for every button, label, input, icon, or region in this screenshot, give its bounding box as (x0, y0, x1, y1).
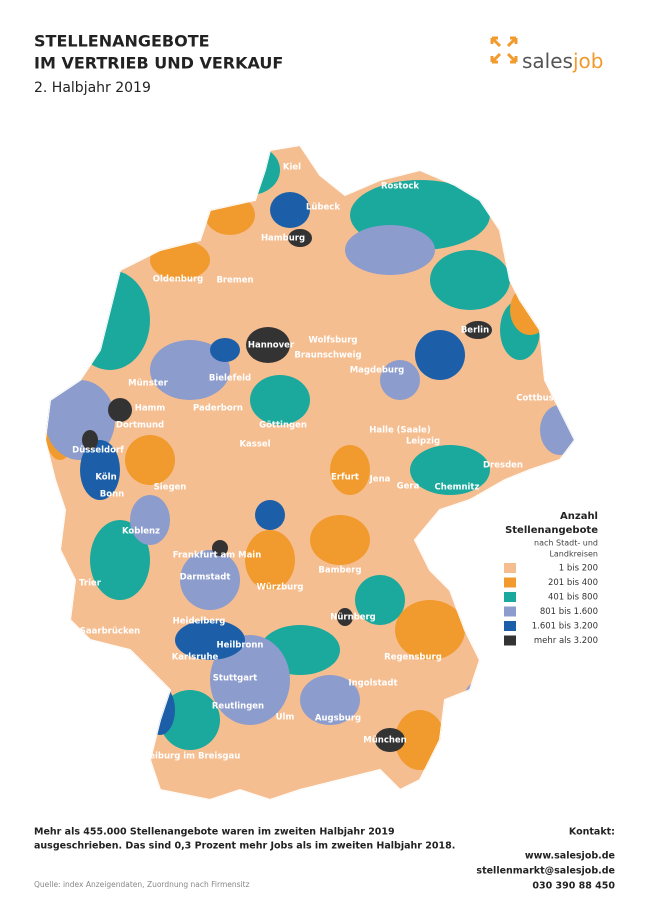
footer-text: Mehr als 455.000 Stellenangebote waren i… (34, 827, 395, 838)
city-label: Hamburg (261, 234, 305, 244)
city-label: Bremen (216, 276, 253, 286)
city-label: Augsburg (315, 714, 361, 724)
city-label: Regensburg (384, 653, 442, 663)
city-label: Hannover (248, 341, 295, 351)
legend-title: Anzahl (560, 511, 598, 522)
title: STELLENANGEBOTE (34, 32, 210, 51)
city-label: Bamberg (318, 566, 361, 576)
city-label: Paderborn (193, 404, 243, 414)
city-label: Münster (128, 379, 168, 389)
city-label: Berlin (461, 326, 489, 336)
city-label: Cottbus (516, 394, 553, 404)
legend-subtitle: Landkreisen (549, 550, 598, 559)
city-label: Bonn (100, 490, 124, 500)
city-label: Karlsruhe (172, 653, 219, 663)
city-label: Dortmund (116, 421, 164, 431)
city-label: Göttingen (259, 421, 307, 431)
legend-swatch (504, 577, 516, 588)
city-label: Würzburg (257, 583, 304, 593)
city-label: Saarbrücken (80, 627, 140, 637)
title: IM VERTRIEB UND VERKAUF (34, 54, 283, 73)
city-label: Köln (95, 473, 116, 483)
city-label: Düsseldorf (72, 446, 124, 456)
city-label: Siegen (154, 483, 187, 493)
legend-swatch (504, 563, 516, 573)
city-label: Nürnberg (330, 613, 376, 623)
city-label: Bielefeld (209, 374, 251, 384)
city-labels: Kiel Rostock Lübeck Hamburg Oldenburg Bremen B… (72, 163, 554, 762)
city-label: Chemnitz (435, 483, 480, 493)
city-label: Braunschweig (294, 351, 361, 361)
city-label: Wolfsburg (309, 336, 358, 346)
city-label: Reutlingen (212, 702, 264, 712)
city-label: Kiel (283, 163, 301, 173)
contact-email[interactable]: stellenmarkt@salesjob.de (476, 866, 615, 877)
city-label: Heilbronn (217, 641, 264, 651)
source: Quelle: index Anzeigendaten, Zuordnung n… (34, 880, 250, 889)
legend-label: 201 bis 400 (548, 578, 598, 588)
city-label: Heidelberg (173, 617, 226, 627)
city-label: Dresden (483, 461, 523, 471)
city-label: Lübeck (306, 203, 340, 213)
city-label: Magdeburg (350, 366, 405, 376)
city-label: Kassel (239, 440, 270, 450)
contact-phone: 030 390 88 450 (532, 881, 615, 892)
legend: Anzahl Stellenangebote nach Stadt- und L… (504, 511, 598, 646)
legend-label: mehr als 3.200 (534, 636, 598, 646)
city-label: Erfurt (331, 473, 359, 483)
city-label: Frankfurt am Main (173, 551, 262, 561)
legend-label: 401 bis 800 (548, 593, 598, 603)
logo-part: sales (522, 49, 573, 73)
contact-web[interactable]: www.salesjob.de (525, 851, 615, 862)
city-label: Gera (397, 482, 420, 492)
logo: salesjob (522, 49, 603, 73)
legend-label: 801 bis 1.600 (540, 607, 598, 617)
legend-subtitle: nach Stadt- und (534, 539, 598, 548)
legend-swatch (504, 592, 516, 602)
city-label: Darmstadt (180, 573, 231, 583)
city-label: Koblenz (122, 527, 160, 537)
subtitle: 2. Halbjahr 2019 (34, 80, 151, 96)
city-label: Halle (Saale) (369, 426, 431, 436)
city-label: München (363, 736, 406, 746)
city-label: Ingolstadt (348, 679, 397, 689)
city-label: Stuttgart (213, 674, 257, 684)
city-label: Jena (369, 475, 391, 485)
logo-icon (490, 36, 518, 64)
city-label: Leipzig (406, 437, 440, 447)
city-label: Ulm (276, 713, 295, 723)
legend-label: 1.601 bis 3.200 (532, 622, 598, 632)
city-label: Freiburg im Breisgau (140, 752, 241, 762)
city-label: Hamm (135, 404, 166, 414)
legend-title: Stellenangebote (505, 525, 598, 536)
contact-heading: Kontakt: (569, 827, 615, 838)
city-label: Oldenburg (153, 275, 203, 285)
footer-text: ausgeschrieben. Das sind 0,3 Prozent meh… (34, 841, 455, 852)
legend-swatch (504, 635, 516, 646)
legend-label: 1 bis 200 (559, 564, 598, 574)
logo-part: job (572, 49, 604, 73)
legend-swatch (504, 606, 516, 617)
city-label: Trier (79, 579, 102, 589)
legend-swatch (504, 621, 516, 631)
city-label: Rostock (381, 182, 419, 192)
